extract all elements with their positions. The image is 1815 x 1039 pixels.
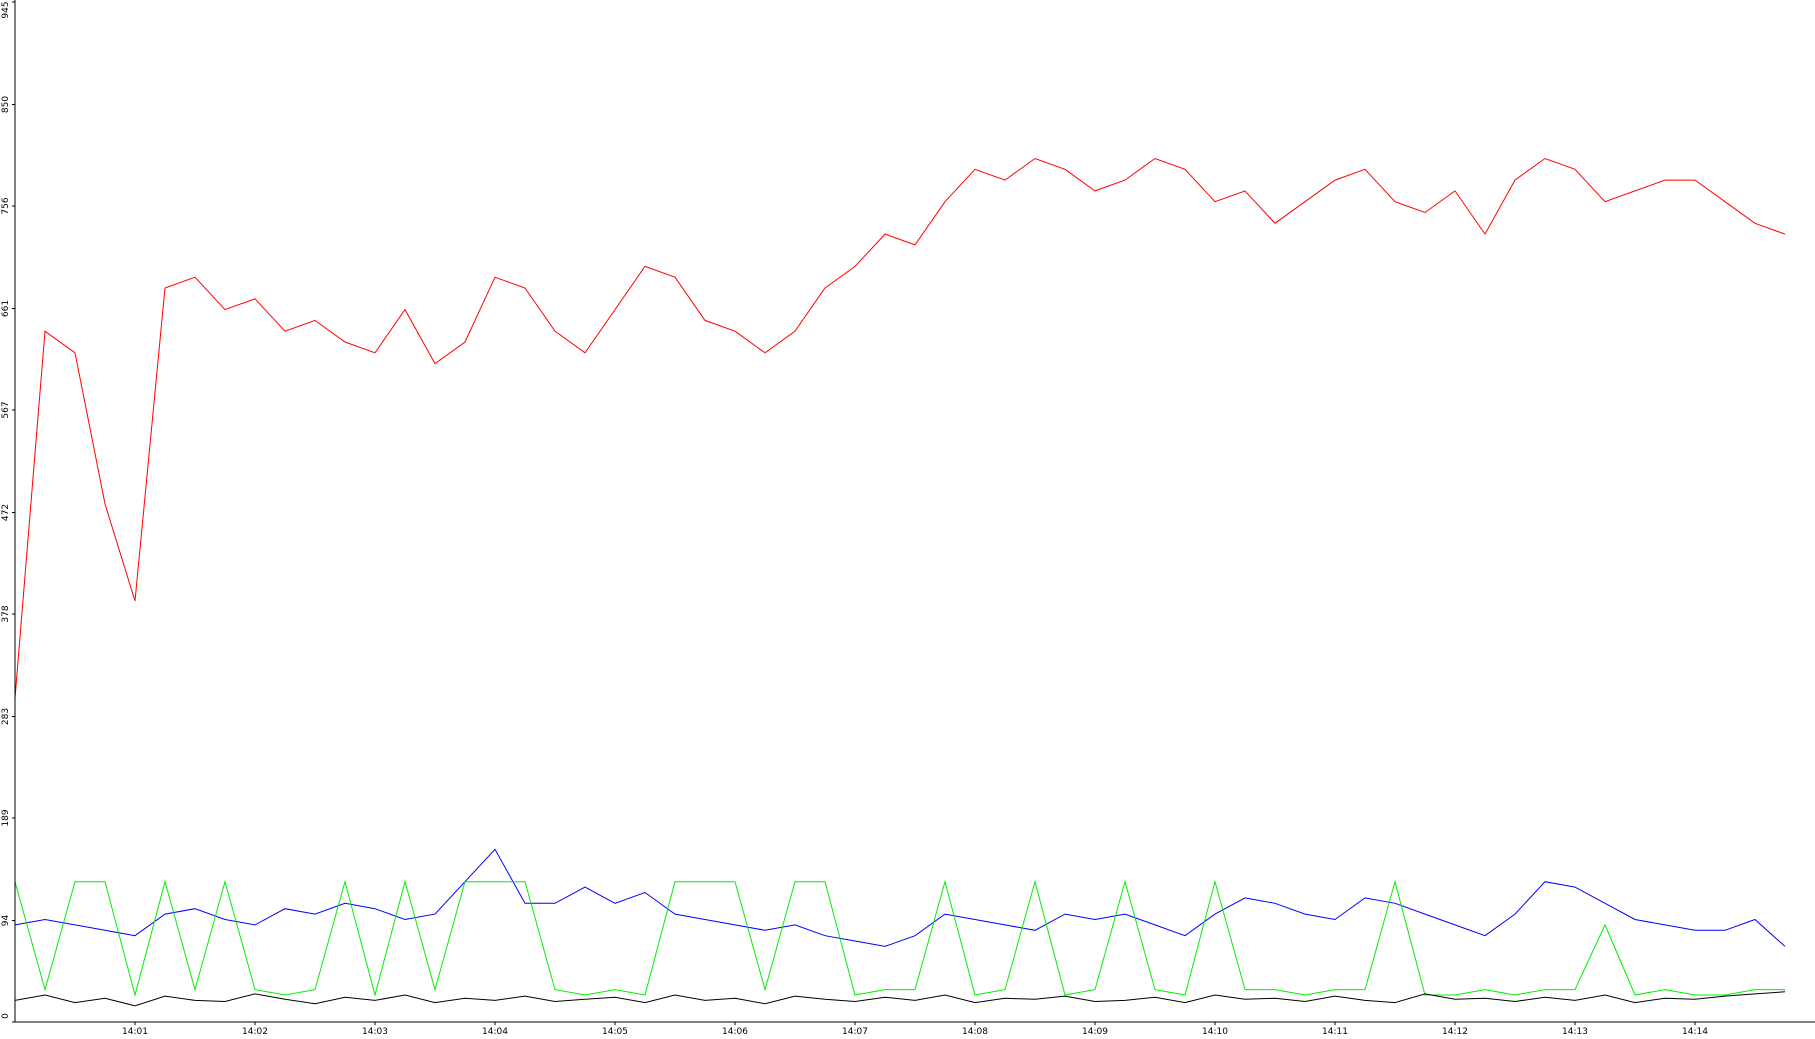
x-tick-label: 14:07 xyxy=(842,1027,868,1037)
x-tick-label: 14:02 xyxy=(242,1027,268,1037)
x-tick-label: 14:12 xyxy=(1442,1027,1468,1037)
y-tick-label: 378 xyxy=(1,605,11,622)
x-tick-label: 14:01 xyxy=(122,1027,148,1037)
x-tick-label: 14:08 xyxy=(962,1027,988,1037)
series-line xyxy=(14,157,1786,699)
y-tick-label: 189 xyxy=(1,809,11,826)
y-tick-label: 0 xyxy=(1,1013,11,1019)
x-tick-label: 14:05 xyxy=(602,1027,628,1037)
y-tick-label: 945 xyxy=(1,1,11,18)
x-tick-label: 14:03 xyxy=(362,1027,388,1037)
series-line xyxy=(14,848,1786,947)
y-tick-label: 94 xyxy=(1,915,11,927)
x-tick-label: 14:11 xyxy=(1322,1027,1348,1037)
x-tick-label: 14:10 xyxy=(1202,1027,1228,1037)
y-tick-label: 567 xyxy=(1,401,11,418)
x-tick-label: 14:06 xyxy=(722,1027,748,1037)
x-tick-label: 14:04 xyxy=(482,1027,508,1037)
series-line xyxy=(14,879,1785,997)
x-tick-label: 14:09 xyxy=(1082,1027,1108,1037)
series-line xyxy=(14,991,1786,1007)
x-tick-label: 14:14 xyxy=(1682,1027,1708,1037)
y-tick-label: 472 xyxy=(1,504,11,521)
y-tick-label: 283 xyxy=(1,708,11,725)
x-tick-label: 14:13 xyxy=(1562,1027,1588,1037)
y-tick-label: 661 xyxy=(1,300,11,317)
y-tick-label: 850 xyxy=(1,96,11,113)
y-tick-label: 756 xyxy=(1,197,11,214)
